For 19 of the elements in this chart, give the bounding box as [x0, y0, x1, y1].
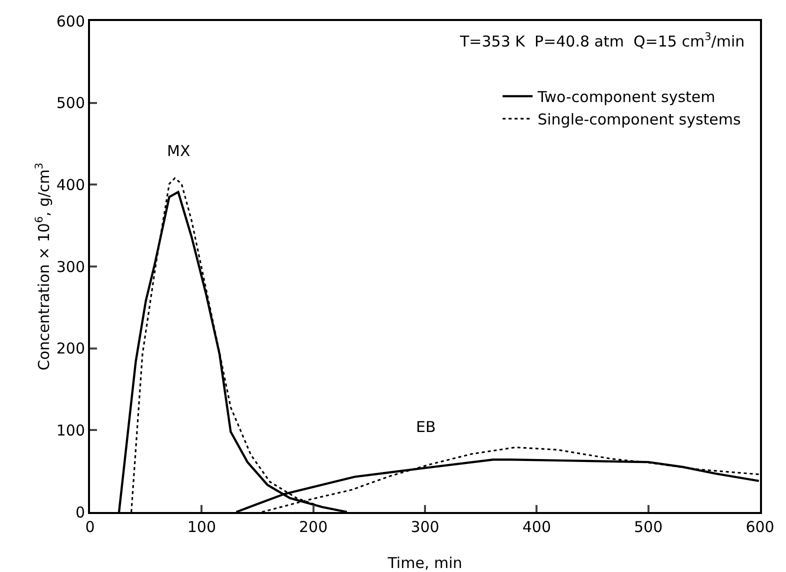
y-tick-label: 300: [56, 258, 85, 276]
y-tick-label: 500: [56, 94, 85, 112]
x-tick-label: 300: [410, 518, 440, 536]
x-tick-label: 100: [187, 518, 216, 536]
annotation: MX: [167, 142, 190, 160]
legend-label: Single-component systems: [538, 110, 741, 129]
x-tick-label: 400: [522, 518, 551, 536]
y-tick-label: 200: [56, 340, 85, 358]
legend-label: Two-component system: [536, 88, 716, 106]
x-axis-title: Time, min: [386, 554, 462, 572]
y-tick-label: 400: [56, 176, 85, 194]
y-tick-label: 100: [56, 421, 85, 440]
x-tick-label: 200: [299, 518, 328, 536]
annotation: T=353 K P=40.8 atm Q=15 cm$^{3}$/min: [459, 31, 745, 50]
x-tick-label: 500: [634, 518, 663, 536]
x-tick-label: 600: [746, 518, 774, 536]
y-tick-label: 0: [75, 503, 85, 522]
y-tick-label: 600: [56, 12, 85, 30]
annotation: EB: [416, 418, 436, 436]
